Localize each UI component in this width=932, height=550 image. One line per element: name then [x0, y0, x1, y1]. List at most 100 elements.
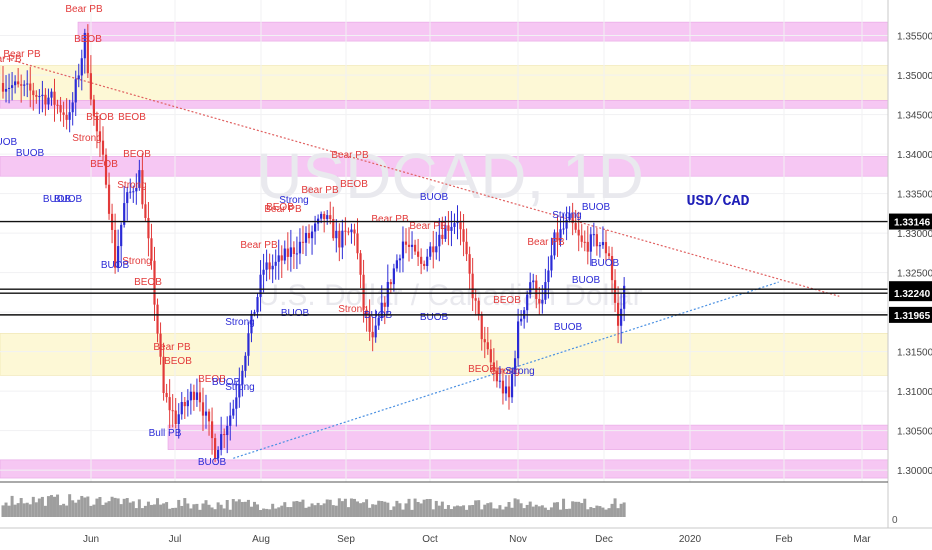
candle-bull[interactable]	[80, 58, 83, 76]
candle-bear[interactable]	[292, 247, 295, 254]
candle-bull[interactable]	[68, 112, 71, 120]
candle-bear[interactable]	[347, 231, 350, 233]
candle-bear[interactable]	[383, 302, 386, 307]
candle-bear[interactable]	[156, 304, 159, 334]
candle-bear[interactable]	[141, 170, 144, 205]
candle-bull[interactable]	[129, 191, 132, 193]
candle-bull[interactable]	[265, 262, 268, 270]
candle-bear[interactable]	[501, 380, 505, 394]
candle-bear[interactable]	[56, 104, 59, 106]
candle-bear[interactable]	[338, 230, 341, 248]
candle-bear[interactable]	[583, 241, 586, 243]
candle-bear[interactable]	[432, 246, 435, 253]
candle-bear[interactable]	[53, 91, 56, 105]
candle-bull[interactable]	[189, 391, 192, 401]
candle-bear[interactable]	[441, 234, 444, 239]
candle-bull[interactable]	[23, 84, 26, 86]
candle-bear[interactable]	[480, 314, 483, 340]
candle-bear[interactable]	[307, 232, 311, 239]
candle-bear[interactable]	[465, 241, 468, 255]
candle-bear[interactable]	[159, 333, 162, 357]
candle-bear[interactable]	[556, 232, 559, 241]
candle-bull[interactable]	[532, 280, 535, 283]
candle-bull[interactable]	[377, 317, 380, 326]
candle-bear[interactable]	[389, 281, 392, 285]
candle-bull[interactable]	[398, 258, 402, 261]
candle-bull[interactable]	[326, 215, 329, 220]
candle-bull[interactable]	[541, 299, 544, 304]
candle-bear[interactable]	[574, 223, 577, 230]
candle-bear[interactable]	[86, 32, 89, 74]
candle-bear[interactable]	[29, 83, 32, 91]
candle-bear[interactable]	[365, 309, 368, 315]
candle-bull[interactable]	[241, 370, 244, 385]
candle-bull[interactable]	[392, 268, 395, 285]
price-axis[interactable]: 1.35500 1.35000 1.34500 1.34000 1.33500 1.330…	[897, 32, 932, 478]
candle-bull[interactable]	[71, 102, 74, 113]
candle-bull[interactable]	[244, 355, 247, 371]
candle-bull[interactable]	[553, 232, 556, 256]
candle-bull[interactable]	[410, 244, 414, 247]
candle-bear[interactable]	[462, 229, 465, 242]
candle-bull[interactable]	[262, 269, 265, 275]
candle-bear[interactable]	[604, 242, 608, 254]
candle-bull[interactable]	[50, 91, 53, 98]
candle-bear[interactable]	[371, 331, 374, 338]
candle-bear[interactable]	[286, 248, 289, 257]
candle-bear[interactable]	[198, 392, 202, 403]
candle-bull[interactable]	[513, 358, 517, 375]
candle-bull[interactable]	[4, 88, 8, 92]
candle-bear[interactable]	[417, 251, 420, 257]
candle-bull[interactable]	[620, 308, 623, 326]
candle-bull[interactable]	[453, 223, 456, 227]
candle-bull[interactable]	[235, 397, 238, 409]
candle-layer[interactable]	[1, 24, 626, 463]
candle-bear[interactable]	[353, 229, 356, 234]
candle-bull[interactable]	[271, 265, 274, 270]
candle-bull[interactable]	[335, 230, 338, 239]
candle-bear[interactable]	[486, 342, 489, 350]
candle-bull[interactable]	[450, 226, 453, 231]
candle-bear[interactable]	[101, 140, 105, 155]
candle-bear[interactable]	[538, 298, 541, 304]
candle-bear[interactable]	[474, 298, 477, 301]
candle-bear[interactable]	[17, 81, 20, 85]
candle-bear[interactable]	[580, 235, 583, 242]
candle-bear[interactable]	[344, 230, 347, 232]
candle-bull[interactable]	[438, 234, 441, 247]
candle-bear[interactable]	[89, 73, 92, 100]
candle-bear[interactable]	[577, 229, 580, 236]
candle-bull[interactable]	[592, 234, 595, 236]
candle-bear[interactable]	[607, 253, 611, 257]
candle-bull[interactable]	[589, 234, 592, 252]
candle-bull[interactable]	[313, 223, 317, 232]
time-axis[interactable]: Jun Jul Aug Sep Oct Nov Dec 2020 Feb Mar	[83, 534, 871, 545]
candle-bull[interactable]	[341, 230, 344, 248]
candle-bull[interactable]	[7, 87, 11, 89]
candle-bull[interactable]	[135, 187, 138, 192]
candle-bear[interactable]	[20, 84, 23, 86]
candle-bull[interactable]	[559, 229, 562, 241]
candle-bear[interactable]	[95, 116, 99, 132]
candle-bull[interactable]	[195, 392, 199, 400]
candle-bull[interactable]	[132, 191, 135, 193]
candle-bear[interactable]	[150, 238, 153, 261]
candle-bear[interactable]	[147, 217, 150, 239]
candle-bear[interactable]	[359, 253, 362, 275]
candle-bull[interactable]	[310, 231, 314, 239]
candle-bull[interactable]	[126, 192, 129, 204]
candle-bull[interactable]	[204, 411, 208, 416]
candle-bull[interactable]	[298, 241, 302, 254]
candle-bull[interactable]	[123, 203, 126, 225]
candle-bull[interactable]	[229, 415, 232, 426]
candle-bear[interactable]	[65, 114, 68, 120]
candle-bear[interactable]	[153, 260, 156, 305]
candle-bear[interactable]	[207, 411, 211, 422]
candle-bear[interactable]	[332, 219, 335, 239]
candle-bear[interactable]	[492, 362, 495, 371]
candle-bull[interactable]	[217, 449, 220, 459]
candle-bull[interactable]	[38, 96, 41, 98]
candle-bull[interactable]	[220, 434, 223, 450]
candle-bull[interactable]	[26, 83, 29, 85]
